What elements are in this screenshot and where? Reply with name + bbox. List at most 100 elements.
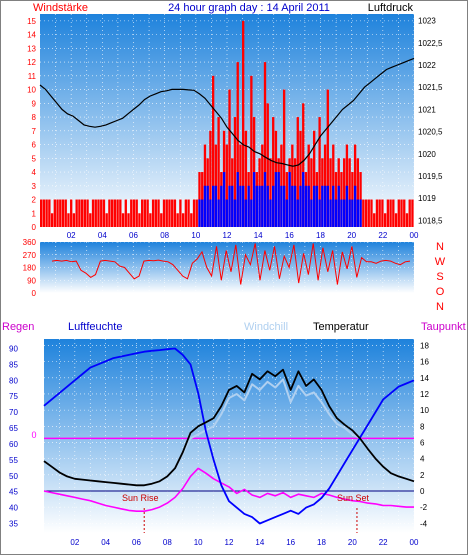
wind-bar bbox=[403, 199, 406, 227]
direction-tick-label: 180 bbox=[23, 264, 37, 273]
wind-low-bar bbox=[263, 172, 267, 227]
direction-y-axis: 0 90 180 270 360 bbox=[23, 238, 37, 298]
temperature-tick-label: 12 bbox=[420, 390, 429, 399]
wind-bar bbox=[367, 199, 370, 227]
direction-letter: O bbox=[436, 286, 445, 298]
wind-low-bar bbox=[242, 185, 245, 227]
wind-bar bbox=[356, 158, 360, 227]
wind-tick-label: 9 bbox=[32, 99, 37, 108]
humidity-tick-label: 75 bbox=[9, 392, 18, 401]
wind-low-bar bbox=[318, 199, 321, 227]
temperature-tick-label: 0 bbox=[420, 487, 425, 496]
hour-tick-label: 16 bbox=[285, 231, 294, 240]
wind-low-bar bbox=[329, 199, 332, 227]
wind-low-bar bbox=[353, 185, 357, 227]
wind-low-bar bbox=[274, 172, 278, 227]
legend-windchill: Windchill bbox=[244, 321, 288, 333]
wind-bar bbox=[266, 103, 269, 227]
wind-low-bar bbox=[217, 199, 220, 227]
wind-low-bar bbox=[288, 172, 291, 227]
wind-low-bar bbox=[302, 172, 305, 227]
wind-low-bar bbox=[351, 199, 354, 227]
wind-low-bar bbox=[280, 185, 283, 227]
wind-bar bbox=[312, 130, 316, 227]
hour-tick-label: 02 bbox=[67, 231, 76, 240]
wind-bar bbox=[97, 199, 100, 227]
wind-bar bbox=[165, 199, 168, 227]
wind-low-bar bbox=[198, 199, 201, 227]
wind-low-bar bbox=[258, 185, 261, 227]
wind-low-bar bbox=[211, 185, 215, 227]
direction-line bbox=[51, 243, 411, 285]
temperature-tick-label: 8 bbox=[420, 422, 425, 431]
direction-tick-label: 270 bbox=[23, 251, 37, 260]
wind-low-bar bbox=[340, 199, 343, 227]
wind-bars bbox=[40, 20, 414, 228]
wind-low-bar bbox=[266, 185, 269, 227]
wind-low-bar bbox=[231, 185, 234, 227]
temperature-tick-label: 6 bbox=[420, 438, 425, 447]
wind-bar bbox=[40, 199, 43, 227]
wind-bar bbox=[61, 199, 65, 227]
wind-bar bbox=[160, 213, 163, 227]
hour-tick-label: 08 bbox=[163, 538, 172, 547]
sun-set-label: Sun Set bbox=[337, 493, 370, 503]
temperature-tick-label: 10 bbox=[420, 406, 429, 415]
wind-tick-label: 7 bbox=[32, 127, 37, 136]
wind-low-bar bbox=[261, 185, 264, 227]
wind-bar bbox=[236, 62, 239, 228]
pressure-line bbox=[39, 57, 415, 167]
wind-bar bbox=[362, 199, 365, 227]
wind-bar bbox=[124, 199, 127, 227]
wind-low-bar bbox=[220, 185, 223, 227]
wind-tick-label: 4 bbox=[32, 168, 37, 177]
hour-tick-label: 00 bbox=[410, 538, 419, 547]
sun-rise-label: Sun Rise bbox=[122, 493, 159, 503]
hour-tick-label: 00 bbox=[410, 231, 419, 240]
humidity-tick-label: 35 bbox=[9, 519, 18, 528]
wind-bar bbox=[405, 213, 409, 227]
wind-bar bbox=[48, 199, 51, 227]
wind-bar bbox=[386, 199, 390, 227]
legend-temperatur: Temperatur bbox=[313, 321, 369, 333]
wind-bar bbox=[250, 75, 253, 227]
pressure-line-group bbox=[39, 57, 415, 167]
pressure-tick-label: 1021,5 bbox=[418, 83, 443, 92]
wind-bar bbox=[318, 117, 321, 227]
wind-bar bbox=[272, 117, 275, 227]
wind-low-bar bbox=[315, 185, 319, 227]
wind-bar bbox=[392, 199, 395, 227]
wind-bar bbox=[364, 199, 368, 227]
wind-bar bbox=[50, 213, 54, 227]
wind-bar bbox=[375, 199, 379, 227]
wind-bar bbox=[383, 213, 387, 227]
wind-bar bbox=[56, 199, 59, 227]
wind-low-bar bbox=[225, 199, 228, 227]
wind-bar bbox=[373, 213, 376, 227]
panel1-x-axis: 02 04 06 08 10 12 14 16 18 20 22 00 bbox=[67, 231, 419, 240]
wind-low-bar bbox=[326, 185, 329, 227]
wind-low-bar bbox=[203, 185, 207, 227]
wind-low-bar bbox=[307, 185, 310, 227]
wind-bar bbox=[105, 213, 108, 227]
hour-tick-label: 22 bbox=[379, 538, 388, 547]
wind-bar bbox=[146, 199, 149, 227]
wind-bar bbox=[53, 199, 56, 227]
humidity-tick-label: 40 bbox=[9, 504, 18, 513]
wind-bar bbox=[326, 89, 329, 227]
wind-low-bar bbox=[321, 185, 324, 227]
wind-bar bbox=[67, 213, 70, 227]
pressure-tick-label: 1019 bbox=[418, 194, 436, 203]
wind-low-bar bbox=[310, 199, 313, 227]
pressure-axis-title: Luftdruck bbox=[368, 2, 414, 14]
wind-bar bbox=[181, 213, 185, 227]
wind-bar bbox=[173, 199, 177, 227]
wind-bar bbox=[168, 199, 171, 227]
wind-bar bbox=[110, 199, 114, 227]
wind-bar bbox=[113, 199, 117, 227]
direction-tick-label: 90 bbox=[27, 276, 36, 285]
hour-tick-label: 10 bbox=[191, 231, 200, 240]
wind-bar bbox=[45, 199, 48, 227]
wind-low-bar bbox=[293, 185, 297, 227]
